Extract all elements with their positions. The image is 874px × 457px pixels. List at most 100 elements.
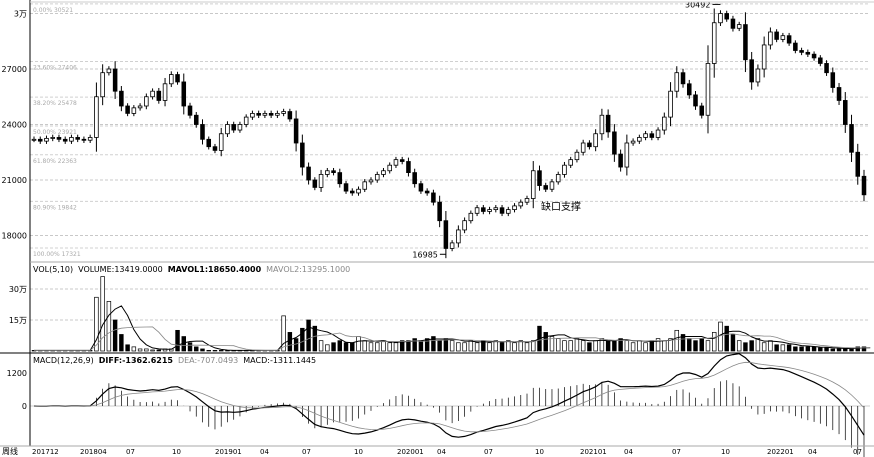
candle-down: [618, 153, 623, 168]
candle-up: [568, 159, 573, 166]
x-tick-label: 07: [126, 448, 135, 456]
candle-down: [193, 114, 199, 125]
x-tick-label: 10: [172, 448, 181, 456]
candle-up: [137, 105, 143, 109]
candle-up: [593, 133, 598, 148]
candle-up: [362, 181, 368, 190]
candle-up: [250, 113, 255, 118]
dea-line: [34, 361, 865, 433]
candle-down: [786, 35, 792, 44]
candle-down: [680, 72, 686, 85]
candle-down: [349, 190, 355, 194]
candle-down: [437, 201, 442, 222]
candle-down: [587, 142, 592, 148]
macd-tick-label: 1200: [7, 369, 27, 378]
volume-bar: [287, 332, 293, 352]
macd-header-dea: DEA:-707.0493: [178, 356, 238, 365]
x-tick-label: 07: [672, 448, 681, 456]
candle-up: [94, 96, 99, 138]
volume-bar: [574, 338, 580, 352]
x-tick-label: 04: [808, 448, 817, 456]
candle-down: [855, 151, 861, 177]
fib-label: 61.80% 22363: [33, 158, 77, 165]
volume-bar: [387, 342, 392, 352]
candle-down: [206, 138, 212, 148]
candle-up: [524, 198, 530, 203]
volume-tick-label: 30万: [9, 285, 27, 294]
grid: [30, 13, 870, 321]
volume-bar: [761, 342, 767, 352]
volume-bar: [643, 342, 648, 352]
candle-down: [830, 72, 836, 88]
candle-up: [555, 174, 561, 183]
volume-bar: [624, 340, 630, 352]
candle-down: [861, 175, 867, 196]
x-tick-label: 10: [535, 448, 544, 456]
volume-bar: [337, 340, 343, 352]
candles: [31, 8, 867, 259]
volume-bar: [555, 338, 561, 352]
candle-up: [262, 113, 268, 116]
x-tick-label: 04: [260, 448, 269, 456]
candle-down: [799, 50, 804, 53]
candle-up: [624, 142, 630, 168]
price-tick-label: 24000: [2, 121, 27, 130]
candle-up: [87, 137, 93, 141]
mavol1-line: [34, 305, 871, 351]
volume-bar: [531, 340, 536, 352]
volume-bar: [774, 344, 779, 352]
candle-down: [337, 172, 343, 185]
volume-bar: [418, 340, 424, 352]
candle-down: [730, 18, 736, 29]
candle-down: [537, 170, 542, 186]
volume-bar: [605, 340, 611, 352]
volume-bar: [375, 342, 380, 352]
candle-up: [780, 35, 786, 40]
volume-bar: [144, 348, 149, 352]
fib-label: 0.00% 30521: [33, 7, 73, 14]
volume-bar: [693, 340, 698, 352]
candle-up: [487, 209, 492, 212]
volume-bar: [811, 346, 817, 352]
candle-up: [705, 63, 711, 116]
macd-header-name: MACD(12,26,9): [33, 356, 94, 365]
candle-down: [331, 170, 336, 173]
fib-label: 50.00% 23921: [33, 129, 77, 136]
candle-down: [612, 131, 617, 155]
candle-down: [312, 179, 318, 188]
volume-bar: [356, 336, 361, 352]
candle-up: [474, 207, 480, 214]
volume-bar: [543, 332, 548, 352]
candle-up: [718, 13, 723, 24]
period-label: 周线: [2, 446, 18, 456]
volume-bar: [786, 344, 792, 352]
volume-bar: [306, 319, 311, 352]
candle-up: [393, 159, 399, 166]
low-label: 16985: [412, 250, 437, 259]
volume-bar: [805, 346, 811, 352]
x-tick-label: 04: [437, 448, 446, 456]
vol-header-mavol2: MAVOL2:13295.1000: [266, 265, 350, 274]
volume-bar: [212, 350, 218, 352]
volume-bar: [568, 340, 573, 352]
candle-up: [150, 90, 155, 98]
candle-down: [836, 87, 842, 101]
candle-down: [605, 114, 611, 133]
candle-down: [424, 190, 430, 194]
x-tick-label: 202001: [397, 448, 424, 456]
volume-bar: [474, 342, 480, 352]
candle-up: [131, 107, 137, 114]
candle-up: [318, 174, 324, 188]
volume-bar: [861, 346, 867, 352]
x-tick-label: 04: [624, 448, 633, 456]
volume-bar: [487, 342, 492, 352]
candle-down: [343, 183, 349, 192]
volume-bar: [506, 340, 511, 352]
candle-up: [643, 133, 648, 138]
price-tick-label: 3万: [14, 10, 27, 19]
volume-bar: [406, 340, 411, 352]
candle-down: [268, 113, 274, 116]
candle-up: [668, 90, 673, 118]
volume-bar: [293, 338, 299, 352]
